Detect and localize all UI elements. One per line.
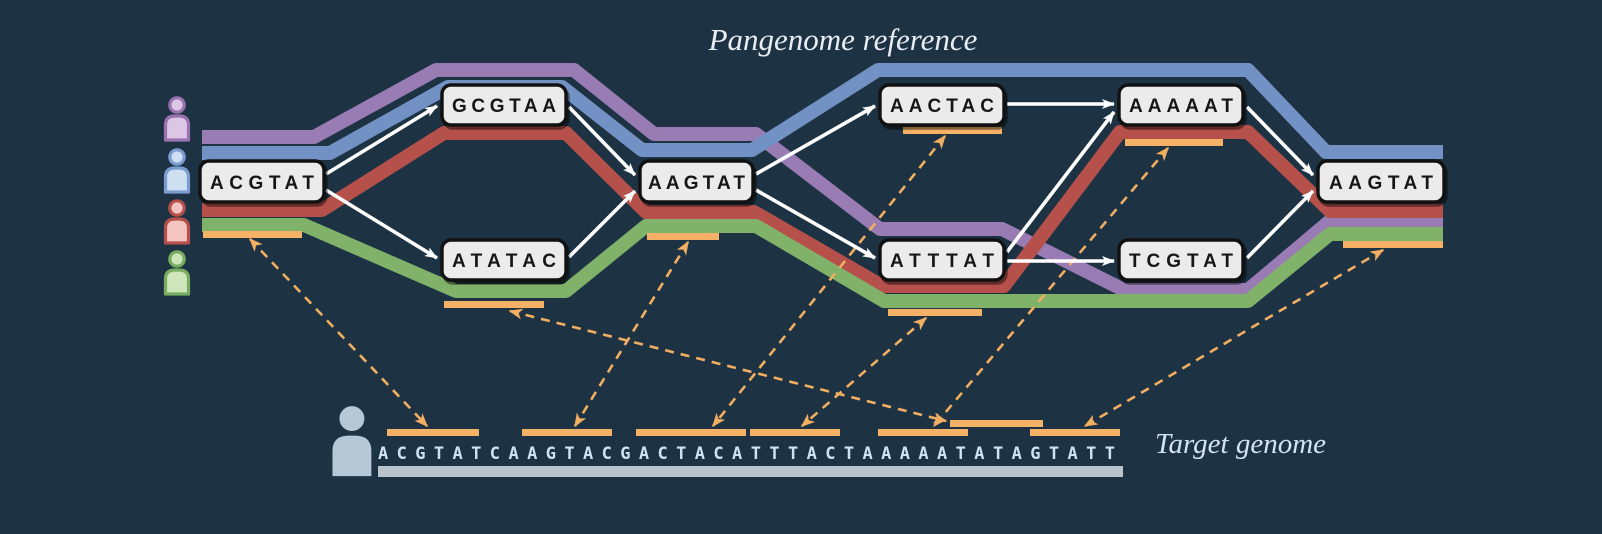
node-label: GCGTAA — [452, 96, 556, 117]
edge-aaaaat-aagtat-final — [1245, 105, 1315, 177]
edge-aagtat-atttat — [755, 188, 876, 260]
graph-segment-bar-aactac — [903, 127, 1002, 134]
graph-segment-bar-aaaaat — [1125, 139, 1223, 146]
edge-atatac-aagtat — [567, 189, 637, 259]
target-segment-bar-6 — [1030, 429, 1120, 436]
node-aagtat-final: AAGTAT — [1316, 159, 1446, 204]
node-tcgtat: TCGTAT — [1117, 238, 1245, 282]
target-segment-bar-4 — [750, 429, 840, 436]
individual-purple-icon — [163, 96, 191, 142]
node-aagtat-mid: AAGTAT — [638, 159, 755, 204]
target-segment-bar-elevated — [950, 420, 1043, 427]
alignment-link-acgtat — [248, 237, 429, 428]
edge-acgtat-atatac — [325, 188, 438, 260]
edge-atttat-aaaaat — [1005, 110, 1116, 254]
graph-segment-bar-aagtat-final — [1343, 241, 1443, 248]
alignment-link-aactac — [711, 134, 947, 428]
alignment-link-aaaaat — [933, 146, 1169, 428]
edge-acgtat-gcgtaa — [325, 104, 438, 176]
individual-blue-icon — [163, 148, 191, 194]
target-genome-label: Target genome — [1155, 428, 1326, 460]
edge-gcgtaa-aagtat — [567, 105, 637, 177]
node-label: AAGTAT — [648, 173, 745, 194]
node-label: ACGTAT — [210, 173, 314, 194]
haplotype-ribbon-blue — [202, 63, 1443, 160]
target-segment-bar-1 — [387, 429, 479, 436]
edge-tcgtat-aagtat-final — [1245, 189, 1315, 260]
node-gcgtaa: GCGTAA — [440, 83, 568, 127]
node-aaaaat: AAAAAT — [1117, 83, 1245, 127]
target-segment-bar-2 — [522, 429, 612, 436]
node-atttat: ATTTAT — [878, 238, 1006, 282]
target-sequence-underline — [378, 466, 1123, 477]
alignment-link-atttat — [800, 317, 928, 427]
node-acgtat: ACGTAT — [198, 159, 326, 204]
edge-aagtat-aactac — [755, 104, 876, 176]
graph-segment-bar-atatac — [444, 301, 544, 308]
node-label: AAGTAT — [1329, 173, 1433, 194]
graph-segment-bar-aagtat-mid — [647, 233, 719, 240]
target-segment-bar-3 — [636, 429, 746, 436]
individual-red-icon — [163, 199, 191, 245]
graph-segment-bar-atttat — [888, 309, 982, 316]
pangenome-title: Pangenome reference — [708, 22, 978, 57]
node-aactac: AACTAC — [878, 83, 1006, 127]
individual-green-icon — [163, 250, 191, 296]
alignment-link-aagtat-final — [1083, 248, 1385, 428]
node-atatac: ATATAC — [440, 238, 568, 282]
target-segment-bar-5 — [878, 429, 968, 436]
graph-segment-bar-acgtat — [203, 231, 302, 238]
